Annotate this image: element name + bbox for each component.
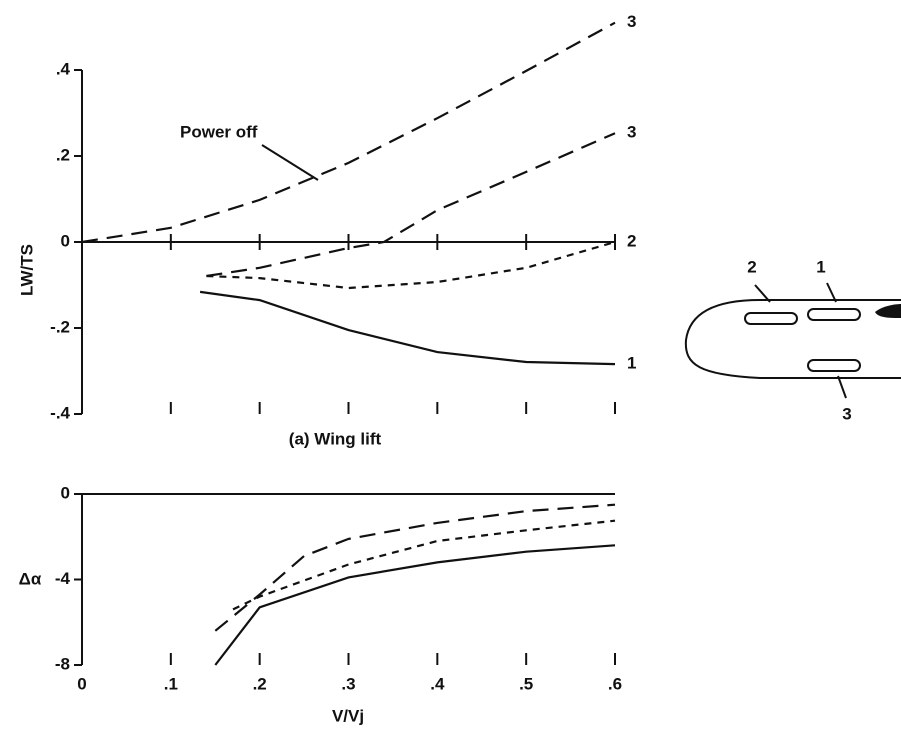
x-tick-label: .5 <box>519 674 533 693</box>
series-line <box>232 519 616 611</box>
y-tick-label: .2 <box>56 145 70 164</box>
x-tick-label: .2 <box>253 674 267 693</box>
y-tick-label: -8 <box>55 654 70 673</box>
caption: (a) Wing lift <box>289 429 382 448</box>
fuselage-diagram: 2 1 3 <box>684 257 901 423</box>
leader <box>826 282 837 303</box>
series-label: 3 <box>627 12 636 31</box>
nozzle-3 <box>807 359 861 372</box>
series-line <box>214 544 616 666</box>
y-axis-label: Δα <box>19 569 42 588</box>
nozzle-2 <box>744 312 798 325</box>
series-line <box>206 240 616 290</box>
y-tick-label: -.2 <box>50 317 70 336</box>
x-axis-label: V/Vj <box>332 706 364 725</box>
annotation-leader <box>261 144 319 181</box>
x-tick-label: .1 <box>164 674 178 693</box>
fuselage <box>684 299 901 379</box>
y-tick-label: -.4 <box>50 403 70 422</box>
series-label: 1 <box>627 354 636 373</box>
annotation: Power off <box>180 122 258 141</box>
nozzle-1 <box>807 308 861 321</box>
leader <box>754 284 771 303</box>
y-tick-label: -4 <box>55 569 71 588</box>
nozzle-label: 1 <box>816 257 825 276</box>
x-tick-label: .6 <box>608 674 622 693</box>
series-label: 2 <box>627 231 636 250</box>
nozzle-label: 3 <box>842 404 851 423</box>
series-line <box>199 290 616 366</box>
x-tick-label: 0 <box>77 674 86 693</box>
x-tick-label: .3 <box>341 674 355 693</box>
y-axis-label: LW/TS <box>17 244 36 296</box>
x-tick-label: .4 <box>430 674 445 693</box>
y-tick-label: .4 <box>56 59 71 78</box>
nozzle-label: 2 <box>747 257 756 276</box>
series-label: 3 <box>627 123 636 142</box>
y-tick-label: 0 <box>61 483 70 502</box>
series-line <box>81 21 616 244</box>
leader <box>837 375 847 399</box>
canopy <box>875 304 901 318</box>
y-tick-label: 0 <box>61 231 70 250</box>
series-line <box>214 503 616 632</box>
series-line <box>206 132 616 278</box>
